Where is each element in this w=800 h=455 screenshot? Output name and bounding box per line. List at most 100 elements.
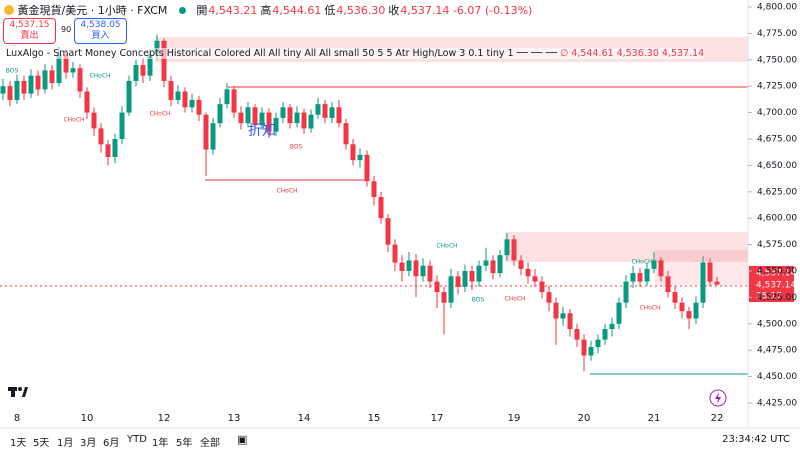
- range-button[interactable]: 1天: [10, 438, 27, 449]
- candle-body: [28, 75, 34, 94]
- y-tick-label: 4,775.00: [757, 29, 797, 39]
- candle-body: [189, 99, 195, 108]
- last-price: 4,537.14: [756, 269, 796, 279]
- candle-body: [315, 104, 321, 115]
- candle-body: [581, 339, 587, 356]
- candle-body: [42, 70, 48, 90]
- candle-body: [231, 89, 237, 113]
- candle-body: [294, 112, 300, 124]
- close-price: 4,537.14: [756, 281, 796, 291]
- candle-body: [126, 80, 132, 113]
- supply-zone: [505, 232, 748, 262]
- y-tick-label: 4,725.00: [757, 82, 797, 92]
- candle-body: [518, 260, 524, 269]
- candle-body: [630, 273, 636, 282]
- candle-body: [707, 262, 713, 282]
- candle-body: [637, 273, 643, 282]
- candle-body: [378, 197, 384, 219]
- candle-body: [588, 347, 594, 356]
- x-tick-label: 22: [711, 413, 724, 424]
- x-tick-label: 13: [228, 413, 241, 424]
- candle-body: [308, 114, 314, 129]
- range-button[interactable]: 1月: [57, 438, 74, 449]
- candle-body: [238, 112, 244, 124]
- candle-body: [462, 271, 468, 287]
- price-label-box: [749, 266, 794, 302]
- candle-body: [343, 123, 349, 145]
- candle-body: [679, 302, 685, 312]
- candle-body: [112, 139, 118, 157]
- candle-body: [644, 268, 650, 282]
- countdown: 25:17: [756, 292, 782, 302]
- candle-body: [147, 54, 153, 76]
- candle-body: [133, 65, 139, 81]
- candle-body: [658, 260, 664, 277]
- ohlc-value: 4,536.30: [336, 4, 386, 17]
- annotation: BOS: [472, 297, 485, 304]
- symbol[interactable]: 黃金現貨/美元 · 1小時 · FXCM: [17, 4, 168, 17]
- candle-body: [168, 80, 174, 100]
- range-button[interactable]: 全部: [200, 438, 220, 449]
- range-button[interactable]: 1年: [152, 438, 169, 449]
- candle-body: [140, 65, 146, 76]
- candle-body: [504, 239, 510, 256]
- y-tick-label: 4,525.00: [757, 293, 797, 303]
- candle-body: [497, 255, 503, 274]
- candle-body: [84, 91, 90, 113]
- x-tick-label: 17: [431, 413, 444, 424]
- x-tick-label: 10: [81, 413, 94, 424]
- x-tick-label: 19: [508, 413, 521, 424]
- buy-button[interactable]: 4,538.05 買入: [74, 18, 127, 44]
- candle-body: [203, 114, 209, 150]
- candle-body: [322, 104, 328, 118]
- candle-body: [98, 128, 104, 145]
- ohlc-label: 開: [196, 4, 208, 17]
- candle-body: [511, 239, 517, 261]
- range-button[interactable]: 6月: [103, 438, 120, 449]
- candle-body: [280, 107, 286, 118]
- plot: [0, 34, 720, 372]
- clock: 23:34:42 UTC: [722, 434, 790, 445]
- candle-body: [329, 107, 335, 118]
- candle-body: [357, 154, 363, 161]
- candle-body: [399, 262, 405, 271]
- ohlc-label: 低: [324, 4, 336, 17]
- date-range-icon[interactable]: ▣: [237, 433, 248, 446]
- candle-body: [49, 70, 55, 84]
- candle-body: [567, 313, 573, 330]
- candle-body: [21, 80, 27, 94]
- y-tick-label: 4,600.00: [757, 214, 797, 224]
- indicator-name: LuxAlgo - Smart Money Concepts Historica…: [6, 48, 557, 59]
- range-button[interactable]: 5天: [33, 438, 50, 449]
- candle-body: [406, 260, 412, 271]
- ohlc-label: 收: [388, 4, 400, 17]
- annotation: CHoCH: [89, 73, 110, 80]
- candle-body: [672, 292, 678, 303]
- candle-body: [161, 40, 167, 81]
- annotation: CHoCH: [639, 305, 660, 312]
- candle-body: [259, 112, 265, 126]
- annotation: CHoCH: [276, 188, 297, 195]
- alert-icon[interactable]: [709, 389, 727, 407]
- y-tick-label: 4,675.00: [757, 135, 797, 145]
- candle-body: [525, 268, 531, 277]
- y-tick-label: 4,700.00: [757, 108, 797, 118]
- sell-button[interactable]: 4,537.15 賣出: [3, 18, 56, 44]
- candle-body: [210, 123, 216, 150]
- candle-body: [301, 112, 307, 129]
- candle-body: [91, 112, 97, 129]
- candle-body: [35, 75, 41, 90]
- candle-body: [7, 86, 13, 100]
- y-tick-label: 4,550.00: [757, 267, 797, 277]
- range-button[interactable]: 5年: [176, 438, 193, 449]
- range-button[interactable]: YTD: [127, 434, 147, 445]
- candle-body: [350, 144, 356, 161]
- candle-body: [441, 292, 447, 303]
- ohlc: 開4,543.21 高4,544.61 低4,536.30 收4,537.14: [193, 4, 449, 17]
- range-button[interactable]: 3月: [80, 438, 97, 449]
- sell-price: 4,537.15: [9, 20, 50, 30]
- candle-body: [539, 281, 545, 293]
- y-tick-label: 4,750.00: [757, 55, 797, 65]
